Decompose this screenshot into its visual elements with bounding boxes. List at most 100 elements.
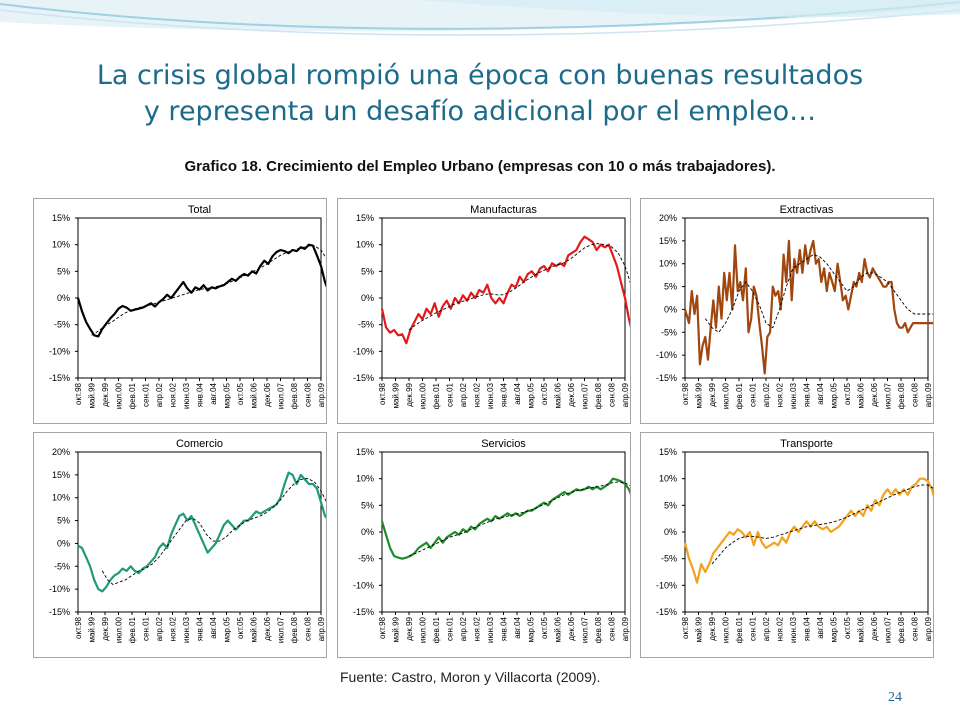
trend-line <box>711 484 933 565</box>
x-tick-label: май.06 <box>857 616 866 642</box>
trend-line <box>91 245 326 336</box>
x-tick-label: июл.00 <box>419 382 428 409</box>
x-tick-label: ноя.02 <box>473 616 482 641</box>
x-tick-label: июн.03 <box>789 382 798 409</box>
y-tick-label: 5% <box>361 266 374 276</box>
x-tick-label: сен.08 <box>304 382 313 407</box>
x-tick-label: июл.00 <box>115 616 124 643</box>
y-tick-label: 15% <box>356 213 374 223</box>
x-tick-label: июн.03 <box>486 382 495 409</box>
x-tick-label: ноя.02 <box>169 382 178 407</box>
x-tick-label: фев.08 <box>290 382 299 409</box>
chart-extractivas: Extractivas 20% 15% 10% 5% 0% -5% -10% -15% окт.9… <box>656 204 933 409</box>
plot-area <box>684 451 929 613</box>
x-tick-label: июн.03 <box>486 616 495 643</box>
x-tick-label: фев.08 <box>594 382 603 409</box>
x-tick-label: сен.01 <box>446 382 455 407</box>
chart-servicios: Servicios 15% 10% 5% 0% -5% -10% -15% окт.98 май.… <box>353 438 630 643</box>
x-tick-label: окт.05 <box>236 382 245 404</box>
x-tick-label: сен.08 <box>608 382 617 407</box>
y-tick-label: 5% <box>361 500 374 510</box>
chart-transporte: Transporte 15% 10% 5% 0% -5% -10% -15% окт.98 май… <box>656 438 933 643</box>
x-tick-label: фев.08 <box>897 616 906 643</box>
x-tick-label: янв.04 <box>500 616 509 641</box>
y-tick-label: -10% <box>353 580 374 590</box>
y-tick-label: 5% <box>664 500 677 510</box>
x-tick-label: мар.05 <box>830 382 839 408</box>
page-number: 24 <box>888 690 902 705</box>
y-tick-label: -5% <box>358 554 374 564</box>
x-tick-label: окт.05 <box>540 616 549 638</box>
x-tick-label: авг.04 <box>816 616 825 638</box>
source-note: Fuente: Castro, Moron y Villacorta (2009… <box>340 669 601 685</box>
plot-area <box>381 217 626 379</box>
x-tick-label: янв.04 <box>500 382 509 407</box>
series-line <box>76 243 326 338</box>
x-tick-label: окт.98 <box>681 382 690 404</box>
x-tick-label: янв.04 <box>196 382 205 407</box>
x-tick-label: ноя.02 <box>169 616 178 641</box>
x-tick-label: июл.07 <box>581 382 590 409</box>
x-tick-label: авг.04 <box>513 616 522 638</box>
x-tick-label: дек.06 <box>567 382 576 406</box>
x-tick-label: окт.05 <box>540 382 549 404</box>
chart-panel-transporte: Transporte 15% 10% 5% 0% -5% -10% -15% окт.98 май… <box>640 432 934 658</box>
x-tick-label: апр.09 <box>924 382 933 407</box>
x-tick-label: дек.06 <box>263 382 272 406</box>
x-tick-label: ноя.02 <box>776 382 785 407</box>
y-tick-label: -15% <box>353 607 374 617</box>
y-tick-label: -5% <box>358 320 374 330</box>
x-tick-label: май.06 <box>250 616 259 642</box>
chart-total: Total 15% 10% 5% 0% -5% -10% -15% окт.98 май.99 де… <box>49 204 326 409</box>
x-tick-label: авг.04 <box>209 382 218 404</box>
x-tick-label: май.06 <box>250 382 259 408</box>
chart-title: Manufacturas <box>470 204 537 216</box>
x-tick-label: дек.06 <box>870 616 879 640</box>
x-tick-label: окт.05 <box>843 382 852 404</box>
x-tick-label: май.99 <box>88 616 97 642</box>
x-tick-label: мар.05 <box>527 382 536 408</box>
x-tick-label: июл.07 <box>277 382 286 409</box>
y-tick-label: 15% <box>659 236 677 246</box>
y-tick-label: 0% <box>664 304 677 314</box>
x-tick-label: май.06 <box>554 382 563 408</box>
y-tick-label: 0% <box>664 527 677 537</box>
y-tick-label: 10% <box>659 259 677 269</box>
y-tick-label: -5% <box>54 561 70 571</box>
x-tick-label: сен.08 <box>608 616 617 641</box>
trend-line <box>101 478 326 586</box>
plot-area <box>381 451 626 613</box>
x-tick-label: сен.01 <box>749 616 758 641</box>
y-tick-label: -5% <box>54 320 70 330</box>
y-tick-label: -15% <box>656 607 677 617</box>
y-tick-label: 10% <box>356 240 374 250</box>
chart-panel-comercio: Comercio 20% 15% 10% 5% 0% -5% -10% -15% окт.98 ма… <box>33 432 327 658</box>
x-tick-label: фев.01 <box>432 382 441 409</box>
x-tick-label: янв.04 <box>803 616 812 641</box>
x-tick-label: фев.08 <box>897 382 906 409</box>
plot-area <box>684 217 929 379</box>
y-tick-label: 5% <box>57 266 70 276</box>
chart-comercio: Comercio 20% 15% 10% 5% 0% -5% -10% -15% окт.98 ма… <box>49 438 326 643</box>
chart-title: Total <box>188 204 211 216</box>
y-tick-label: 15% <box>52 470 70 480</box>
series-line <box>683 239 933 375</box>
x-tick-label: сен.08 <box>911 382 920 407</box>
x-tick-label: май.99 <box>88 382 97 408</box>
y-tick-label: -15% <box>656 373 677 383</box>
y-tick-label: 10% <box>52 493 70 503</box>
chart-panel-total: Total 15% 10% 5% 0% -5% -10% -15% окт.98 май.99 де… <box>33 198 327 424</box>
x-tick-label: июл.00 <box>722 616 731 643</box>
x-tick-label: дек.06 <box>263 616 272 640</box>
x-tick-label: сен.01 <box>142 616 151 641</box>
x-tick-label: дек.06 <box>870 382 879 406</box>
chart-panel-manufacturas: Manufacturas 15% 10% 5% 0% -5% -10% -15% окт.98 м… <box>337 198 631 424</box>
x-tick-label: янв.04 <box>803 382 812 407</box>
x-tick-label: июн.03 <box>182 616 191 643</box>
x-tick-label: дек.99 <box>405 616 414 640</box>
x-tick-label: мар.05 <box>830 616 839 642</box>
x-tick-label: апр.09 <box>317 382 326 407</box>
trend-line <box>408 481 630 557</box>
x-tick-label: дек.99 <box>405 382 414 406</box>
slide-title-line-1: La crisis global rompió una época con bu… <box>96 60 864 91</box>
